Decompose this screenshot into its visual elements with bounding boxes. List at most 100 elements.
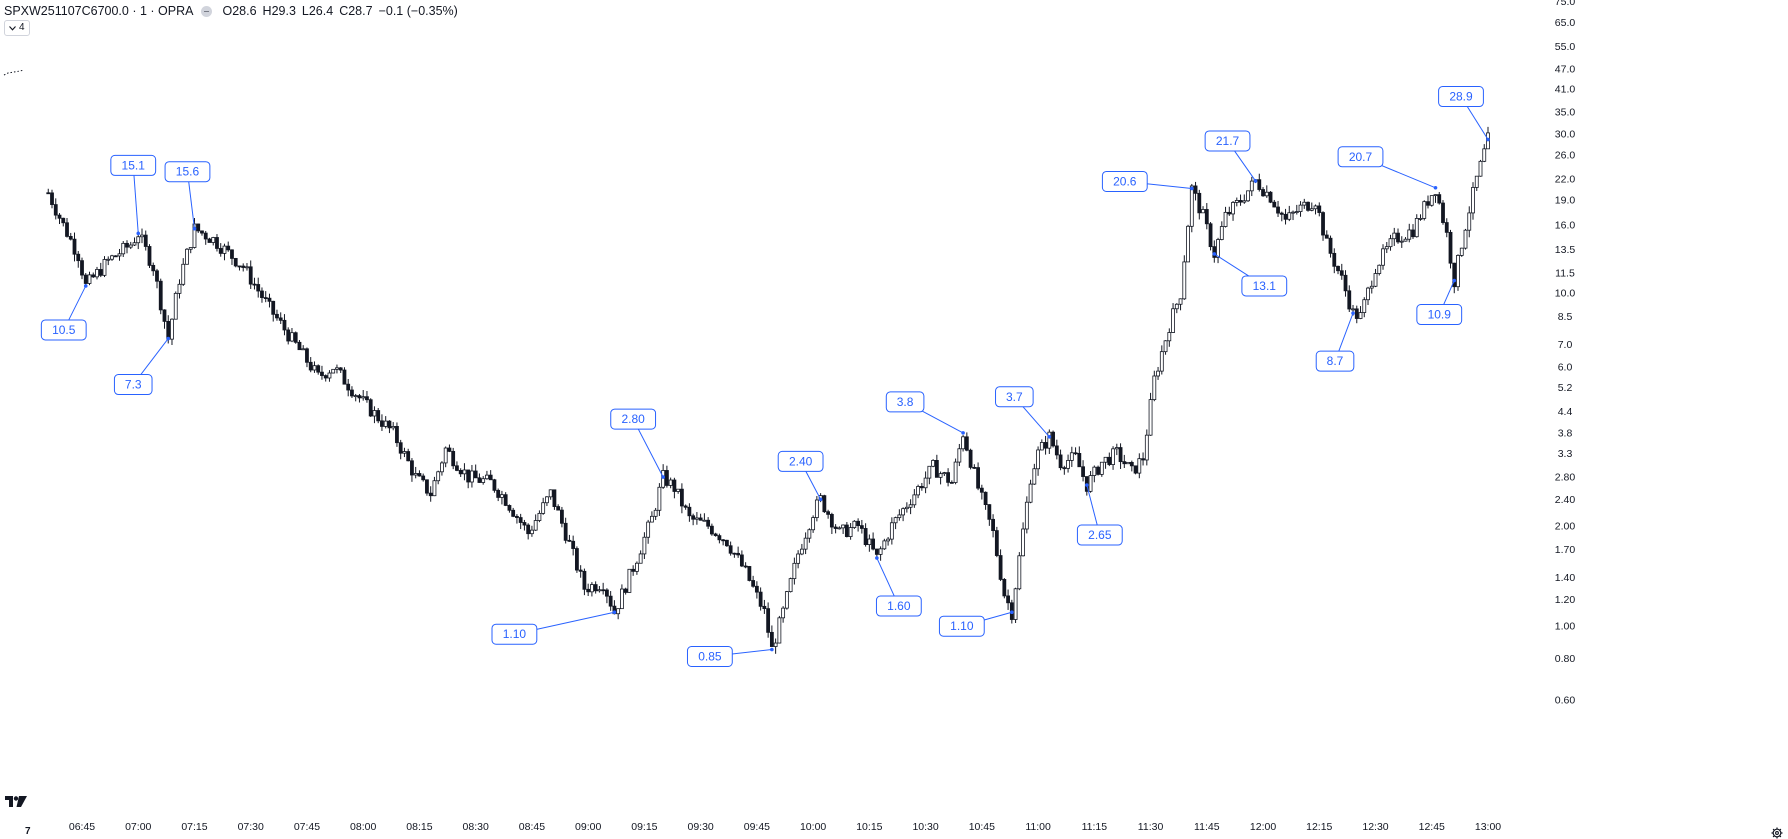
candle-body [470,470,474,483]
annotation-label: 28.9 [1449,90,1473,104]
price-tick-label: 6.0 [1558,361,1573,373]
candle-body [87,274,92,284]
price-tick-label: 1.00 [1555,621,1576,633]
candle-body [1358,312,1363,319]
annotation-box[interactable] [1076,524,1123,546]
annotation-box[interactable] [1438,86,1484,108]
annotation-leader [132,165,139,234]
candle-body [428,492,433,497]
candle-body [964,436,969,451]
candle-body [1103,456,1108,463]
candle-body [1291,211,1295,214]
annotation-box[interactable] [40,319,87,341]
candle-body [841,524,846,529]
candle-body [196,223,201,232]
annotation-box[interactable] [1337,146,1384,168]
candle-body [151,264,156,272]
annotation-box[interactable] [995,386,1034,408]
candle-body [335,367,339,370]
candle-body [406,451,411,462]
candle-body [1017,555,1022,590]
time-tick-label: 13:00 [1475,821,1501,833]
candle-body [1268,191,1273,203]
candle-body [1178,298,1183,305]
price-tick-label: 75.0 [1555,0,1576,8]
annotation-box[interactable] [1241,275,1288,297]
annotation-anchor [136,231,141,236]
annotation-anchor [612,610,617,615]
candle-body [166,320,171,340]
market-status-icon[interactable] [201,5,213,17]
candle-body [1148,399,1153,436]
candle-body [511,509,516,517]
price-axis[interactable]: 0.60 0.80 1.00 1.20 1.40 1.70 2.00 2.40 2.80 3.3 3… [1555,0,1576,706]
annotation-anchor [1212,252,1217,256]
candle-body [1294,211,1299,213]
time-tick-label: 07:00 [125,821,151,833]
annotation-box[interactable] [164,161,211,183]
candle-body [691,515,696,520]
annotation-box[interactable] [1416,304,1463,326]
annotation-label: 1.60 [887,599,911,613]
candle-body [732,552,737,555]
annotation-box[interactable] [938,615,985,637]
candle-body [136,236,141,244]
candle-body [623,588,628,593]
candle-body [991,518,995,531]
candle-body [1433,194,1438,197]
time-axis[interactable]: 06:45 07:00 07:15 07:30 07:45 08:00 08:15 08:30… [69,821,1501,833]
candle-body [365,396,369,401]
tradingview-logo[interactable] [5,796,27,808]
candle-body [578,569,583,572]
candle-body [1366,287,1370,301]
annotation-label: 3.8 [897,395,914,409]
indicator-count: 4 [19,22,25,33]
candle-body [346,383,351,391]
candle-body [522,522,527,526]
annotation-box[interactable] [110,154,157,176]
annotation-box[interactable] [885,391,925,413]
annotation-box[interactable] [686,646,733,668]
annotation-box[interactable] [1101,170,1148,192]
candle-body [545,496,549,504]
candle-body [1096,466,1100,475]
candle-body [526,524,531,535]
candle-body [350,389,354,397]
annotation-box[interactable] [1204,130,1251,152]
candle-body [387,420,392,429]
annotation-box[interactable] [610,408,657,430]
candle-body [417,473,422,477]
candle-body [1174,303,1179,310]
candle-body [942,472,947,475]
candle-body [698,517,703,521]
gear-icon[interactable] [1771,827,1783,839]
candle-body [1043,442,1048,449]
annotation-box[interactable] [777,450,824,472]
annotation-anchor [1433,185,1438,190]
candle-body [946,472,950,483]
annotation-box[interactable] [113,374,153,396]
annotation-box[interactable] [1315,350,1355,372]
candle-body [642,536,647,555]
price-tick-label: 11.5 [1555,267,1575,279]
candle-body [923,477,928,489]
price-tick-label: 2.00 [1555,520,1576,532]
candle-body [758,591,763,607]
candle-body [496,489,501,498]
symbol-title[interactable]: SPXW251107C6700.0 · 1 · OPRA [4,4,194,18]
candle-body [1069,452,1074,461]
annotation-box[interactable] [491,623,538,645]
annotation-box[interactable] [875,595,922,617]
price-tick-label: 2.80 [1555,472,1576,484]
candle-body [125,242,129,248]
candle-body [121,242,126,255]
candle-body [994,530,999,556]
time-tick-label: 12:45 [1419,821,1445,833]
indicators-collapse-button[interactable]: 4 [4,20,30,36]
candle-body [739,554,744,567]
candle-body [1392,232,1397,240]
candle-body [931,460,935,467]
candle-body [631,568,636,572]
candle-body [256,284,261,292]
